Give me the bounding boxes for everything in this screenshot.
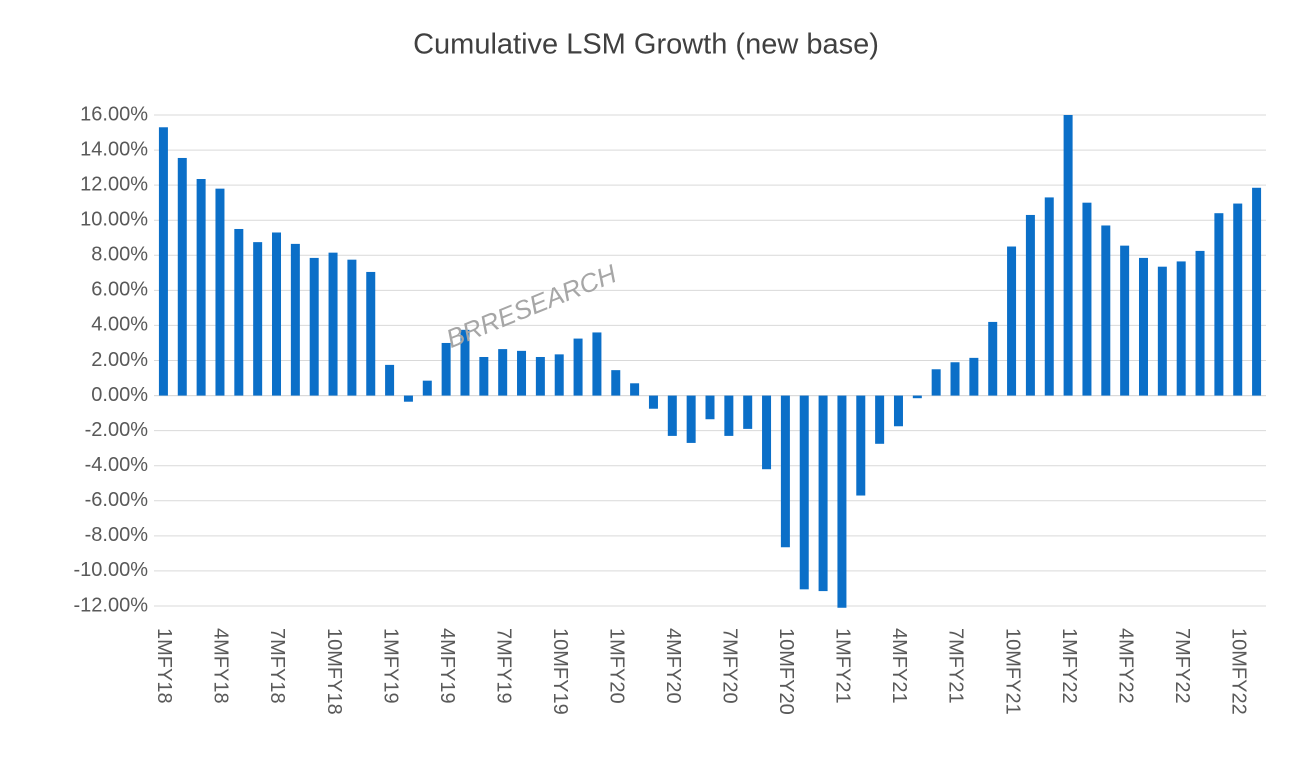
bar [272, 232, 282, 396]
y-tick-label: -6.00% [85, 489, 149, 511]
y-tick-label: 8.00% [91, 244, 148, 266]
bar [931, 369, 941, 396]
bar [592, 332, 602, 396]
y-tick-label: -10.00% [74, 559, 149, 581]
bar [667, 395, 677, 436]
y-tick-label: 14.00% [80, 138, 148, 160]
bar [1120, 245, 1130, 396]
bar [573, 338, 583, 396]
y-tick-label: 6.00% [91, 279, 148, 301]
bar [988, 321, 998, 396]
bar [648, 395, 658, 409]
bar [177, 157, 187, 396]
bar [611, 370, 621, 396]
bar [347, 259, 357, 396]
x-tick-label: 4MFY21 [888, 628, 910, 704]
bar [1157, 266, 1167, 396]
bar [893, 395, 903, 427]
bar [837, 395, 847, 608]
bar [1063, 115, 1073, 396]
bar [253, 242, 263, 396]
x-tick-label: 10MFY21 [1001, 628, 1023, 715]
y-tick-label: -12.00% [74, 594, 149, 616]
bar [196, 179, 206, 396]
bar [950, 362, 960, 396]
bar [1176, 261, 1186, 396]
bar [441, 342, 451, 396]
bar [743, 395, 753, 429]
bar [705, 395, 715, 420]
bar [554, 354, 564, 396]
y-tick-label: 4.00% [91, 314, 148, 336]
chart-title: Cumulative LSM Growth (new base) [413, 29, 879, 61]
x-tick-label: 4MFY18 [210, 628, 232, 704]
bar [234, 228, 244, 396]
bar [780, 395, 790, 548]
bar [912, 395, 922, 399]
bar [875, 395, 885, 444]
bar [1007, 246, 1017, 396]
bar [1138, 257, 1148, 396]
y-tick-label: 12.00% [80, 173, 148, 195]
x-tick-label: 1MFY22 [1058, 628, 1080, 704]
x-tick-label: 4MFY20 [662, 628, 684, 704]
bar [479, 356, 489, 396]
y-tick-label: -4.00% [85, 454, 149, 476]
bar [290, 243, 300, 396]
bar [1214, 213, 1224, 396]
x-tick-label: 7MFY18 [266, 628, 288, 704]
bar [328, 252, 338, 396]
bar [403, 395, 413, 402]
bar [1044, 197, 1054, 396]
bar [818, 395, 828, 592]
bar [517, 350, 527, 396]
y-tick-label: -2.00% [85, 419, 149, 441]
x-tick-label: 10MFY20 [775, 628, 797, 715]
x-tick-label: 1MFY21 [832, 628, 854, 704]
bar [1195, 250, 1205, 396]
x-tick-label: 10MFY18 [323, 628, 345, 715]
bar [385, 364, 395, 396]
x-tick-label: 1MFY20 [605, 628, 627, 704]
bar [158, 127, 168, 396]
bar [215, 188, 225, 396]
y-tick-label: 16.00% [80, 103, 148, 125]
x-tick-label: 1MFY19 [379, 628, 401, 704]
y-tick-label: 10.00% [80, 208, 148, 230]
bar [1101, 225, 1111, 396]
x-tick-label: 10MFY19 [549, 628, 571, 715]
x-tick-label: 1MFY18 [153, 628, 175, 704]
bar [1252, 187, 1262, 396]
y-tick-label: 0.00% [91, 384, 148, 406]
bar [630, 383, 640, 396]
bar [762, 395, 772, 470]
x-tick-label: 10MFY22 [1227, 628, 1249, 715]
bar [1025, 214, 1035, 396]
bar [460, 329, 470, 396]
bar [535, 356, 545, 396]
x-tick-label: 7MFY22 [1171, 628, 1193, 704]
bar [309, 257, 319, 396]
bar [686, 395, 696, 443]
bar [422, 380, 432, 396]
x-tick-label: 7MFY19 [492, 628, 514, 704]
bar [366, 271, 376, 396]
bar [724, 395, 734, 436]
x-tick-label: 4MFY19 [436, 628, 458, 704]
bar [1233, 203, 1243, 396]
bar [799, 395, 809, 590]
x-tick-label: 7MFY21 [945, 628, 967, 704]
bar [498, 349, 508, 396]
x-tick-label: 4MFY22 [1114, 628, 1136, 704]
x-tick-label: 7MFY20 [719, 628, 741, 704]
bar [1082, 202, 1092, 396]
y-tick-label: 2.00% [91, 349, 148, 371]
bar [856, 395, 866, 496]
y-tick-label: -8.00% [85, 524, 149, 546]
bar [969, 357, 979, 396]
